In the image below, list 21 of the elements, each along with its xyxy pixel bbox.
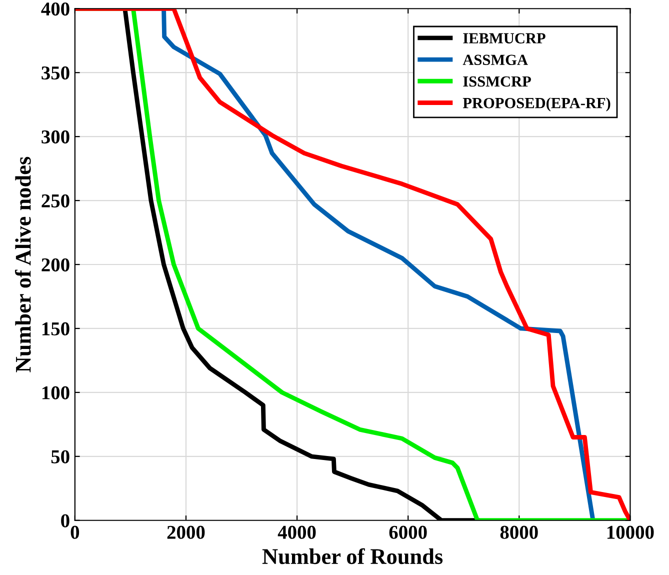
x-tick-label: 4000 xyxy=(278,526,316,539)
y-tick-label: 0 xyxy=(61,514,70,528)
y-tick-label: 300 xyxy=(42,130,70,144)
y-tick-label: 200 xyxy=(42,258,70,272)
x-axis-title: Number of Rounds xyxy=(262,548,443,564)
x-tick-label: 8000 xyxy=(500,526,538,539)
y-axis-title: Number of Alive nodes xyxy=(14,156,31,372)
y-tick-label: 100 xyxy=(42,386,70,400)
y-tick-label: 350 xyxy=(42,66,70,80)
legend-label: ISSMCRP xyxy=(463,76,531,87)
y-tick-label: 400 xyxy=(41,2,70,16)
y-tick-label: 250 xyxy=(42,194,70,208)
legend-label: IEBMUCRP xyxy=(463,33,546,44)
y-tick-label: 50 xyxy=(51,450,70,464)
x-tick-label: 10000 xyxy=(607,526,654,539)
y-tick-label: 150 xyxy=(42,322,70,336)
x-tick-label: 2000 xyxy=(167,526,205,539)
x-tick-label: 0 xyxy=(70,526,80,539)
x-tick-label: 6000 xyxy=(389,526,427,539)
legend-label: ASSMGA xyxy=(462,54,528,66)
legend-label: PROPOSED(EPA-RF) xyxy=(462,97,610,112)
